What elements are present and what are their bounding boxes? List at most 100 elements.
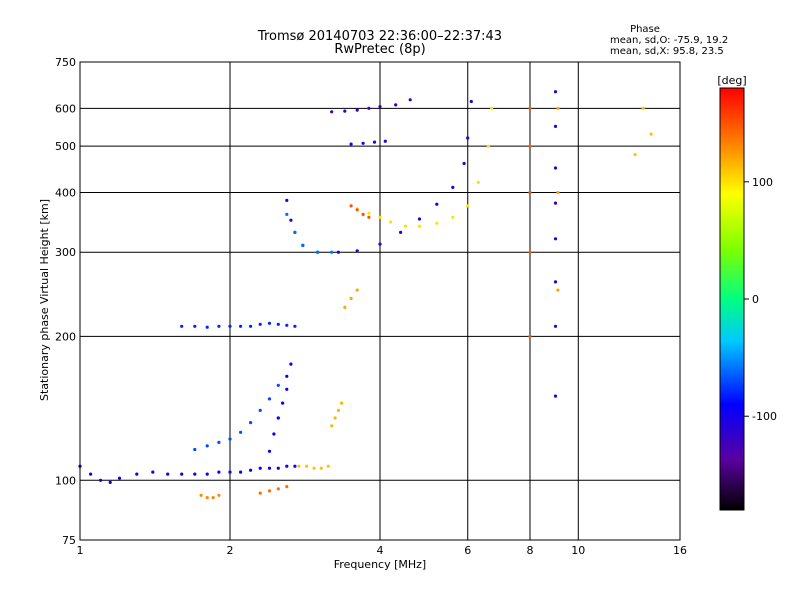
data-points (78, 90, 653, 500)
data-point (355, 249, 359, 253)
data-point (289, 218, 293, 222)
data-point (349, 296, 353, 301)
data-point (399, 230, 403, 234)
data-point (451, 185, 455, 189)
stats-line-x: mean, sd,X: 95.8, 23.5 (610, 46, 724, 57)
data-point (293, 464, 297, 468)
colorbar-unit-label: [deg] (717, 74, 746, 87)
y-tick-label: 300 (55, 246, 76, 259)
data-point (641, 106, 645, 110)
data-point (180, 324, 184, 328)
data-point (276, 322, 280, 326)
data-point (193, 472, 197, 476)
data-point (330, 250, 334, 254)
data-point (205, 472, 209, 476)
y-tick-label: 100 (55, 474, 76, 487)
data-point (99, 478, 103, 482)
data-point (289, 362, 293, 366)
data-point (276, 466, 280, 470)
colorbar-gradient (719, 87, 745, 511)
data-point (330, 424, 334, 428)
data-point (490, 106, 494, 110)
data-point (193, 324, 197, 328)
data-point (355, 108, 359, 112)
data-point (403, 224, 408, 228)
data-point (285, 387, 289, 391)
data-point (528, 144, 532, 148)
data-point (553, 201, 558, 205)
colorbar: [deg] 100 0 -100 (717, 74, 777, 511)
data-point (258, 491, 262, 495)
data-point (249, 468, 253, 472)
data-point (355, 208, 359, 212)
stats-heading: Phase (630, 24, 660, 35)
data-point (267, 397, 272, 401)
data-point (276, 383, 280, 387)
data-point (180, 472, 184, 476)
data-point (301, 243, 305, 247)
data-point (228, 437, 232, 441)
data-point (326, 464, 330, 468)
data-point (343, 109, 347, 113)
data-point (267, 321, 272, 325)
data-point (528, 106, 532, 110)
data-point (556, 288, 560, 292)
x-tick-label: 10 (571, 544, 585, 557)
data-point (553, 280, 558, 284)
data-point (486, 144, 490, 148)
data-point (336, 408, 340, 412)
data-point (417, 217, 422, 221)
data-point (276, 416, 280, 420)
data-point (285, 485, 289, 489)
x-tick-label: 6 (464, 544, 471, 557)
data-point (258, 408, 262, 412)
data-point (649, 132, 653, 136)
data-point (276, 487, 280, 491)
data-point (367, 106, 371, 110)
data-point (217, 440, 221, 444)
data-point (383, 139, 387, 143)
data-point (285, 198, 289, 202)
data-point (553, 90, 558, 94)
data-point (361, 141, 365, 145)
data-point (553, 124, 558, 128)
data-point (378, 105, 382, 109)
data-point (553, 166, 558, 170)
data-point (217, 493, 221, 497)
data-point (217, 470, 221, 474)
data-point (239, 324, 243, 328)
data-point (205, 496, 209, 500)
data-point (633, 153, 637, 157)
data-point (528, 334, 532, 338)
data-point (556, 190, 560, 195)
grid-lines (80, 62, 680, 540)
data-point (108, 480, 112, 484)
data-point (228, 324, 232, 328)
axes: 1 2 4 6 8 10 16 75 100 200 300 400 500 600 750 (55, 56, 687, 557)
x-tick-label: 2 (227, 544, 234, 557)
data-point (372, 140, 377, 144)
x-tick-label: 1 (77, 544, 84, 557)
x-tick-label: 8 (527, 544, 534, 557)
y-tick-label: 600 (55, 102, 76, 115)
data-point (367, 215, 371, 219)
data-point (466, 204, 470, 208)
plot-frame (79, 61, 681, 541)
y-tick-label: 75 (62, 534, 76, 547)
data-point (553, 324, 558, 328)
data-point (312, 466, 316, 470)
chart-subtitle: RwPretec (8p) (334, 42, 425, 57)
data-point (462, 161, 466, 166)
data-point (319, 466, 323, 470)
data-point (553, 394, 558, 398)
data-point (205, 325, 209, 329)
data-point (267, 466, 272, 470)
colorbar-tick-label: 100 (752, 176, 773, 189)
data-point (117, 476, 122, 480)
y-tick-label: 400 (55, 186, 76, 199)
chart-title: Tromsø 20140703 22:36:00–22:37:43 (257, 29, 502, 44)
data-point (258, 466, 262, 470)
data-point (389, 220, 393, 224)
y-tick-label: 750 (55, 56, 76, 69)
